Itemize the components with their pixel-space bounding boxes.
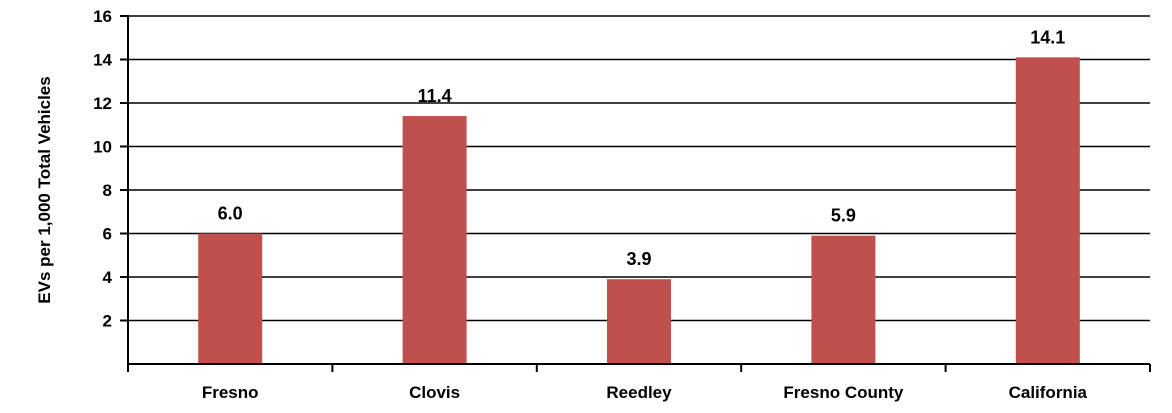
category-label: Reedley xyxy=(606,383,672,402)
y-tick-label: 12 xyxy=(93,94,112,113)
bars xyxy=(198,57,1080,364)
y-tick-label: 10 xyxy=(93,138,112,157)
y-tick-label: 2 xyxy=(103,312,112,331)
bar xyxy=(607,279,671,364)
data-label: 3.9 xyxy=(626,249,651,269)
category-label: Clovis xyxy=(409,383,460,402)
gridlines xyxy=(128,15,1150,322)
data-label: 5.9 xyxy=(831,206,856,226)
data-label: 14.1 xyxy=(1030,27,1065,47)
y-tick-label: 4 xyxy=(103,268,113,287)
x-category-labels: Fresno Clovis Reedley Fresno County Californ… xyxy=(127,364,1151,402)
y-tick-labels: 2 4 6 8 10 12 14 16 xyxy=(93,7,128,331)
data-label: 6.0 xyxy=(218,204,243,224)
bar xyxy=(811,235,876,364)
bar xyxy=(1015,57,1080,364)
category-label: California xyxy=(1009,383,1088,402)
y-tick-label: 6 xyxy=(103,225,112,244)
y-tick-label: 14 xyxy=(93,51,112,70)
bar xyxy=(198,233,263,364)
y-tick-label: 16 xyxy=(93,7,112,26)
category-label: Fresno xyxy=(202,383,259,402)
y-tick-label: 8 xyxy=(103,181,112,200)
data-label: 11.4 xyxy=(418,86,452,106)
category-label: Fresno County xyxy=(783,383,903,402)
data-labels: 6.0 11.4 3.9 5.9 14.1 xyxy=(218,27,1066,269)
axes xyxy=(127,15,1150,372)
bar xyxy=(402,116,467,364)
y-axis-title: EVs per 1,000 Total Vehicles xyxy=(35,76,54,303)
